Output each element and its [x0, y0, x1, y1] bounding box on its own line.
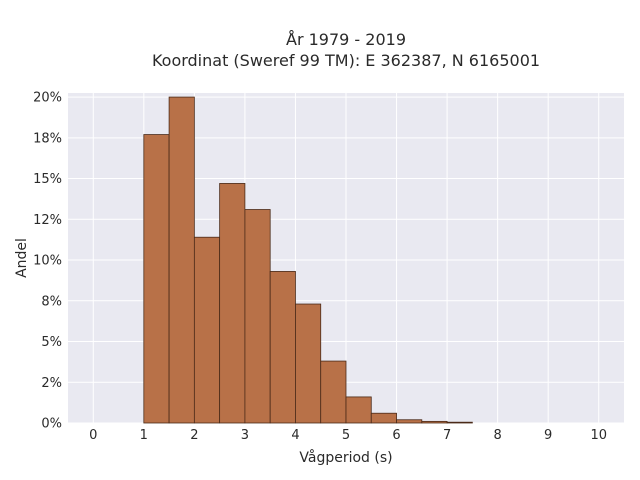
x-tick-label: 8 — [493, 428, 501, 443]
histogram-bar — [345, 396, 372, 424]
histogram-bar — [370, 412, 397, 424]
histogram-bar — [193, 236, 221, 424]
x-tick-label: 2 — [190, 428, 198, 443]
x-tick-label: 9 — [544, 428, 552, 443]
histogram-bar — [295, 303, 322, 424]
histogram-bar — [143, 134, 170, 424]
y-tick-label: 0% — [41, 417, 62, 432]
y-tick-label: 12% — [33, 213, 62, 228]
bars — [143, 96, 473, 424]
x-tick-label: 6 — [392, 428, 400, 443]
histogram-bar — [446, 421, 473, 424]
histogram-bar — [168, 96, 195, 424]
y-tick-label: 20% — [33, 91, 62, 106]
x-axis-ticks: 0 1 2 3 4 5 6 7 8 9 10 — [89, 428, 607, 443]
histogram-bar — [396, 419, 423, 424]
x-tick-label: 1 — [140, 428, 148, 443]
histogram-bar — [219, 183, 246, 424]
x-tick-label: 5 — [342, 428, 350, 443]
y-axis-label: Andel — [14, 238, 30, 278]
y-tick-label: 18% — [33, 131, 62, 146]
histogram-bar — [421, 420, 448, 424]
chart-title-line1: År 1979 - 2019 — [286, 30, 406, 49]
y-tick-label: 8% — [41, 294, 62, 309]
histogram-bar — [320, 360, 347, 424]
x-tick-label: 0 — [89, 428, 97, 443]
y-tick-label: 15% — [33, 172, 62, 187]
y-tick-label: 2% — [41, 376, 62, 391]
histogram-bar — [269, 271, 296, 424]
y-axis-ticks: 0% 2% 5% 8% 10% 12% 15% 18% 20% — [33, 91, 62, 432]
x-tick-label: 4 — [291, 428, 299, 443]
histogram-bar — [244, 209, 271, 424]
x-tick-label: 7 — [443, 428, 451, 443]
x-tick-label: 3 — [241, 428, 249, 443]
chart-title-line2: Koordinat (Sweref 99 TM): E 362387, N 61… — [152, 51, 540, 70]
x-axis-label: Vågperiod (s) — [299, 449, 392, 466]
x-tick-label: 10 — [590, 428, 607, 443]
y-tick-label: 5% — [41, 335, 62, 350]
y-tick-label: 10% — [33, 254, 62, 269]
